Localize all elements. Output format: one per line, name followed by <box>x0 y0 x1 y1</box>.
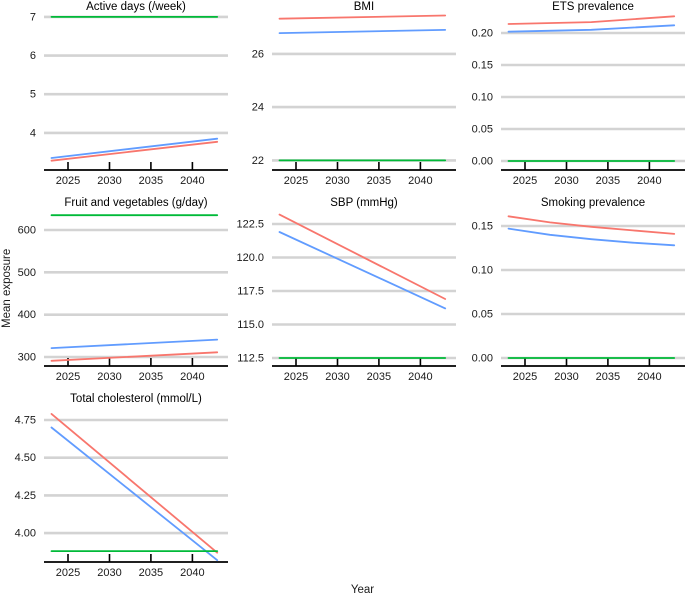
x-tick-label: 2025 <box>56 371 80 383</box>
x-tick-label: 2040 <box>180 371 204 383</box>
series-line-blue <box>507 227 676 247</box>
panel-svg: 0.00 0.05 0.10 0.15 2025 2030 2035 2040 Smoking … <box>472 197 685 383</box>
y-tick-label: 115.0 <box>237 319 264 331</box>
series-line-red <box>507 15 676 25</box>
y-tick-label: 0.15 <box>472 60 493 72</box>
y-tick-label: 0.15 <box>472 221 493 233</box>
series-line-red <box>50 351 219 362</box>
y-tick-label: 112.5 <box>237 353 264 365</box>
y-tick-label: 22 <box>252 155 264 167</box>
panel-svg: 4.00 4.25 4.50 4.75 2025 2030 2035 2040 Total ch… <box>15 393 228 579</box>
y-tick-label: 122.5 <box>236 219 264 231</box>
panel-ets-prevalence: 0.00 0.05 0.10 0.15 0.20 2025 2030 2035 2040 ETS … <box>457 0 685 192</box>
series-line-blue <box>50 137 219 159</box>
panel-svg: 300 400 500 600 2025 2030 2035 2040 Fruit and ve… <box>18 197 228 383</box>
series-line-blue <box>278 231 447 310</box>
y-tick-label: 0.10 <box>472 265 493 277</box>
x-tick-label: 2030 <box>97 175 121 187</box>
panel-svg: 112.5 115.0 117.5 120.0 122.5 2025 2030 2035 204… <box>236 197 456 383</box>
x-tick-label: 2035 <box>139 371 163 383</box>
series-line-red <box>50 140 219 162</box>
panel-title: Fruit and vegetables (g/day) <box>64 197 207 209</box>
x-tick-label: 2030 <box>325 371 349 383</box>
y-tick-label: 26 <box>252 48 264 60</box>
panel-total-cholesterol: 4.00 4.25 4.50 4.75 2025 2030 2035 2040 Total ch… <box>0 392 228 584</box>
panel-bmi: 22 24 26 2025 2030 2035 2040 BMI <box>228 0 456 192</box>
x-tick-label: 2025 <box>284 175 308 187</box>
x-tick-label: 2040 <box>408 175 432 187</box>
series-line-red <box>507 215 676 235</box>
x-tick-label: 2030 <box>97 567 121 579</box>
y-tick-label: 600 <box>18 225 36 237</box>
y-tick-label: 4.00 <box>15 528 36 540</box>
x-tick-label: 2030 <box>554 175 578 187</box>
x-tick-label: 2035 <box>367 371 391 383</box>
series-line-blue <box>50 426 219 562</box>
y-tick-label: 5 <box>30 89 36 101</box>
y-tick-label: 117.5 <box>237 286 264 298</box>
x-tick-label: 2030 <box>554 371 578 383</box>
y-tick-label: 4.50 <box>15 452 36 464</box>
x-tick-label: 2035 <box>596 175 620 187</box>
x-tick-label: 2030 <box>325 175 349 187</box>
panel-sbp: 112.5 115.0 117.5 120.0 122.5 2025 2030 2035 204… <box>228 196 456 388</box>
x-tick-label: 2025 <box>56 567 80 579</box>
x-axis-title: Year <box>350 584 375 596</box>
y-tick-label: 24 <box>252 102 264 114</box>
series-line-red <box>50 412 219 554</box>
y-tick-label: 6 <box>30 50 36 62</box>
y-tick-label: 0.10 <box>472 92 493 104</box>
series-line-blue <box>50 338 219 350</box>
panel-fruit-vegetables: 300 400 500 600 2025 2030 2035 2040 Fruit and ve… <box>0 196 228 388</box>
y-tick-label: 0.00 <box>472 353 493 365</box>
x-tick-label: 2025 <box>284 371 308 383</box>
series-line-red <box>278 213 447 300</box>
panel-svg: 4 5 6 7 2025 2030 2035 2040 Active days (/week) <box>30 1 228 187</box>
x-tick-label: 2035 <box>596 371 620 383</box>
panel-active-days: 4 5 6 7 2025 2030 2035 2040 Active days (/week) <box>0 0 228 192</box>
y-tick-label: 4 <box>30 127 36 139</box>
y-tick-label: 0.05 <box>472 309 493 321</box>
x-tick-label: 2035 <box>367 175 391 187</box>
panel-svg: 22 24 26 2025 2030 2035 2040 BMI <box>252 1 456 187</box>
panel-smoking-prevalence: 0.00 0.05 0.10 0.15 2025 2030 2035 2040 Smoking … <box>457 196 685 388</box>
panel-title: BMI <box>354 1 374 13</box>
y-tick-label: 0.20 <box>472 28 493 40</box>
panel-title: SBP (mmHg) <box>330 197 398 209</box>
x-tick-label: 2030 <box>97 371 121 383</box>
y-tick-label: 400 <box>18 309 36 321</box>
panel-title: Total cholesterol (mmol/L) <box>70 393 202 405</box>
x-tick-label: 2025 <box>513 175 537 187</box>
series-line-red <box>278 14 447 20</box>
panel-title: Active days (/week) <box>86 1 186 13</box>
x-tick-label: 2040 <box>180 567 204 579</box>
y-tick-label: 4.75 <box>15 415 36 427</box>
x-tick-label: 2040 <box>637 371 661 383</box>
panel-svg: 0.00 0.05 0.10 0.15 0.20 2025 2030 2035 2040 ETS … <box>472 1 685 187</box>
y-tick-label: 300 <box>18 352 36 364</box>
x-tick-label: 2025 <box>56 175 80 187</box>
x-tick-label: 2040 <box>637 175 661 187</box>
y-tick-label: 7 <box>30 11 36 23</box>
x-tick-label: 2035 <box>139 175 163 187</box>
series-line-blue <box>507 24 676 33</box>
y-tick-label: 120.0 <box>236 252 264 264</box>
y-tick-label: 4.25 <box>15 490 36 502</box>
y-tick-label: 0.05 <box>472 124 493 136</box>
series-line-blue <box>278 28 447 34</box>
panel-title: ETS prevalence <box>552 1 634 13</box>
x-tick-label: 2025 <box>513 371 537 383</box>
x-tick-label: 2040 <box>180 175 204 187</box>
y-tick-label: 500 <box>18 267 36 279</box>
x-tick-label: 2035 <box>139 567 163 579</box>
x-tick-label: 2040 <box>408 371 432 383</box>
y-tick-label: 0.00 <box>472 156 493 168</box>
panel-title: Smoking prevalence <box>541 197 645 209</box>
